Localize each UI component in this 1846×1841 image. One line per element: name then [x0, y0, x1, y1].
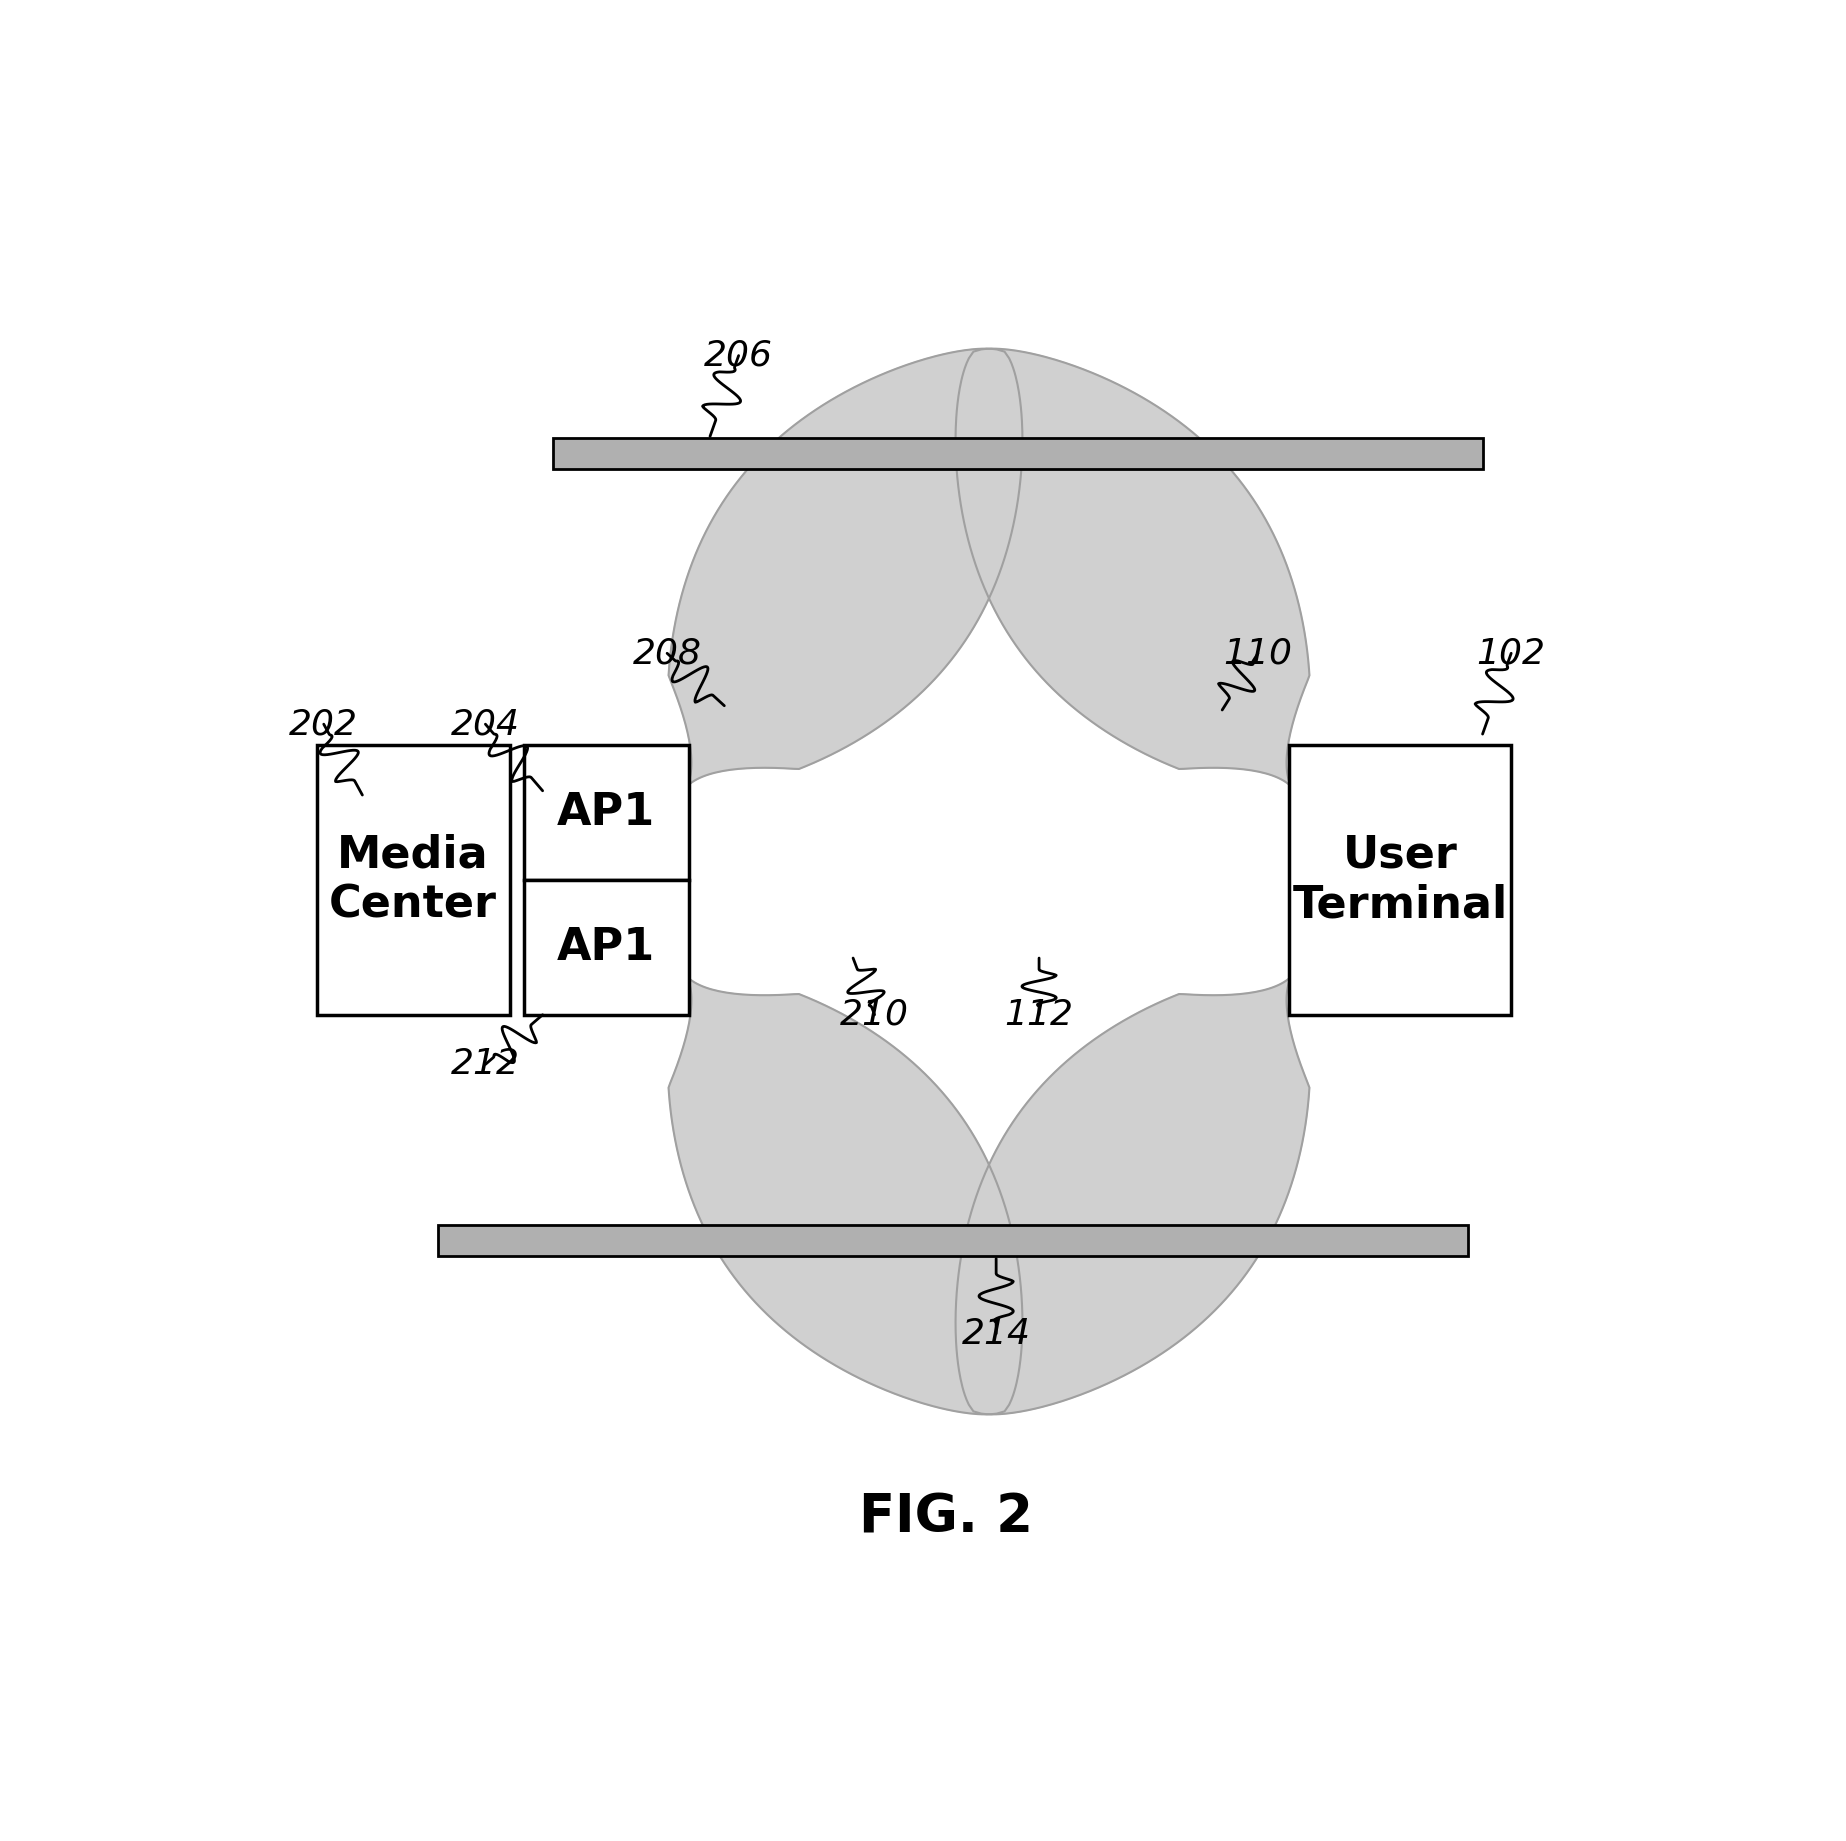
Bar	[524, 746, 689, 880]
Bar	[1289, 746, 1512, 1014]
Text: AP1: AP1	[557, 792, 655, 834]
Bar	[552, 438, 1482, 469]
Text: 208: 208	[633, 637, 701, 670]
Bar	[438, 1224, 1468, 1256]
Polygon shape	[668, 348, 1023, 788]
Text: User
Terminal: User Terminal	[1292, 834, 1508, 926]
Text: 110: 110	[1224, 637, 1292, 670]
Bar	[318, 746, 509, 1014]
Text: 102: 102	[1477, 637, 1545, 670]
Polygon shape	[668, 976, 1023, 1414]
Text: 212: 212	[450, 1048, 521, 1081]
Text: Media
Center: Media Center	[329, 834, 497, 926]
Text: FIG. 2: FIG. 2	[858, 1491, 1034, 1545]
Text: 214: 214	[962, 1316, 1030, 1351]
Bar	[524, 880, 689, 1014]
Text: 210: 210	[840, 998, 908, 1031]
Polygon shape	[956, 348, 1309, 788]
Polygon shape	[956, 976, 1309, 1414]
Text: 204: 204	[450, 707, 521, 742]
Text: 202: 202	[290, 707, 358, 742]
Text: 112: 112	[1004, 998, 1074, 1031]
Text: AP1: AP1	[557, 926, 655, 968]
Text: 206: 206	[703, 339, 773, 372]
